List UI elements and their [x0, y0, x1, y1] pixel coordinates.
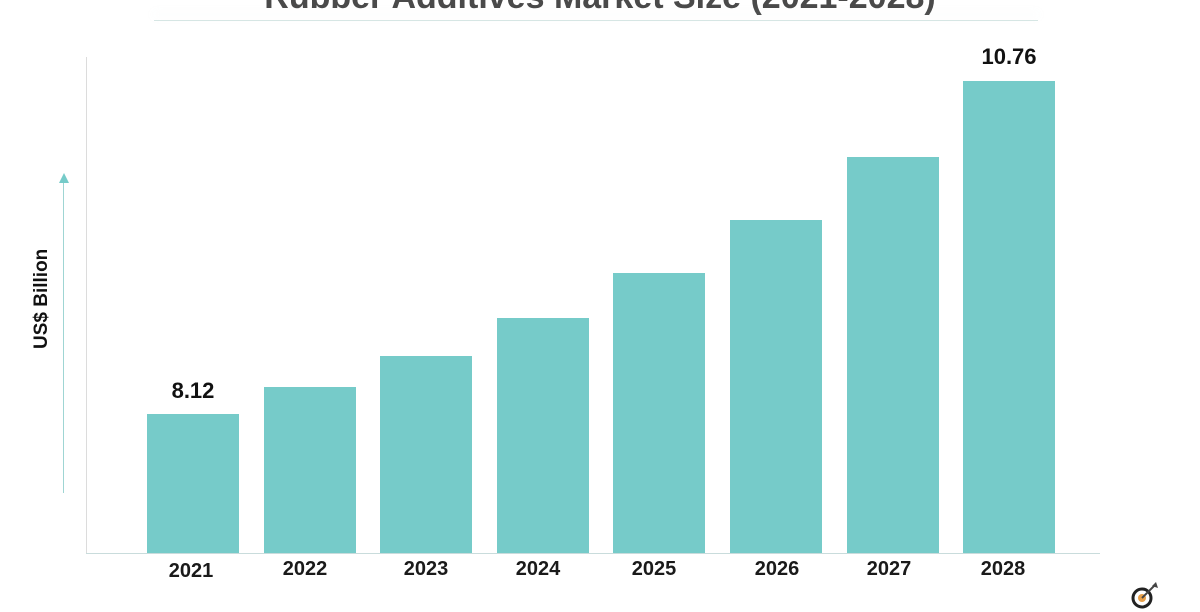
- target-arrow-logo-icon: [1131, 582, 1158, 609]
- bar-2024: [497, 318, 589, 553]
- x-tick-2026: 2026: [754, 558, 800, 580]
- bar-2026: [730, 220, 822, 553]
- bar-2025: [613, 273, 705, 553]
- title-divider: [154, 20, 1038, 21]
- bar-2028: [963, 81, 1055, 553]
- x-tick-2025: 2025: [631, 558, 677, 580]
- x-tick-2022: 2022: [282, 558, 328, 580]
- arrow-up-icon: [59, 173, 69, 183]
- x-tick-2028: 2028: [980, 558, 1026, 580]
- x-tick-2027: 2027: [866, 558, 912, 580]
- bar-2027: [847, 157, 939, 553]
- bar-2021: [147, 414, 239, 553]
- y-axis-arrow-line: [63, 180, 64, 493]
- bar-2022: [264, 387, 356, 553]
- bar-2023: [380, 356, 472, 553]
- x-tick-2021: 2021: [168, 560, 214, 582]
- x-axis-line: [86, 553, 1100, 554]
- value-label-2021: 8.12: [171, 378, 215, 403]
- chart-title: Rubber Additives Market Size (2021-2028): [0, 0, 1200, 17]
- y-axis-line: [86, 57, 87, 553]
- y-axis-label: US$ Billion: [31, 248, 52, 349]
- x-tick-2023: 2023: [403, 558, 449, 580]
- value-label-2028: 10.76: [981, 44, 1037, 69]
- x-tick-2024: 2024: [515, 558, 561, 580]
